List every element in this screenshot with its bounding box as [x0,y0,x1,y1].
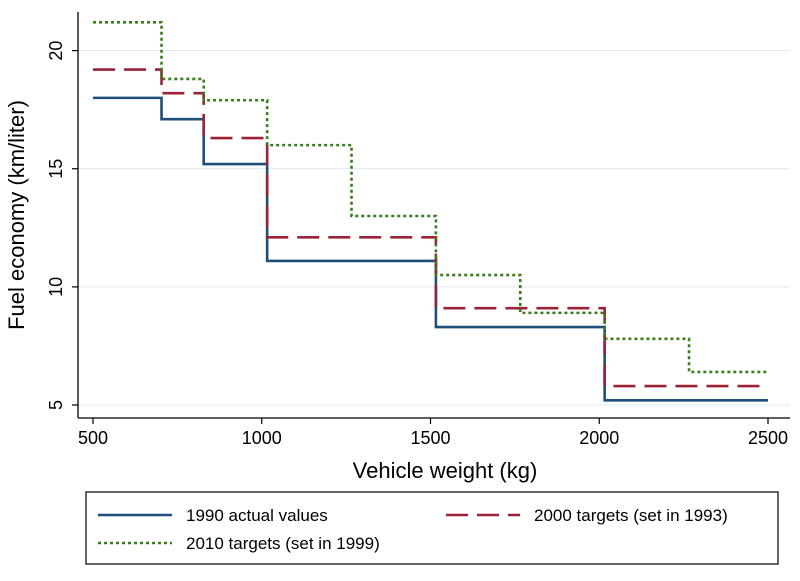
legend-label-3: 2010 targets (set in 1999) [186,534,380,553]
x-tick-label: 2500 [748,428,788,448]
series-layer [93,20,768,402]
grid-layer [78,50,790,406]
y-tick-label: 20 [46,41,66,61]
x-axis-title: Vehicle weight (kg) [353,458,538,483]
y-axis-title: Fuel economy (km/liter) [4,100,29,330]
legend-box [85,491,779,565]
legend: 1990 actual values 2000 targets (set in 1… [85,491,779,565]
x-tick-label: 1500 [410,428,450,448]
y-tick-label: 5 [46,400,66,410]
legend-label-1: 1990 actual values [186,506,328,525]
ticks-layer: 500 1000 1500 2000 2500 5 10 15 20 [46,41,788,448]
y-tick-label: 15 [46,159,66,179]
x-tick-label: 1000 [242,428,282,448]
x-tick-label: 2000 [579,428,619,448]
legend-label-2: 2000 targets (set in 1993) [534,506,728,525]
series-line-1 [93,96,768,402]
series-line-3 [93,20,768,374]
axes-layer [77,12,790,419]
y-tick-label: 10 [46,277,66,297]
x-tick-label: 500 [78,428,108,448]
